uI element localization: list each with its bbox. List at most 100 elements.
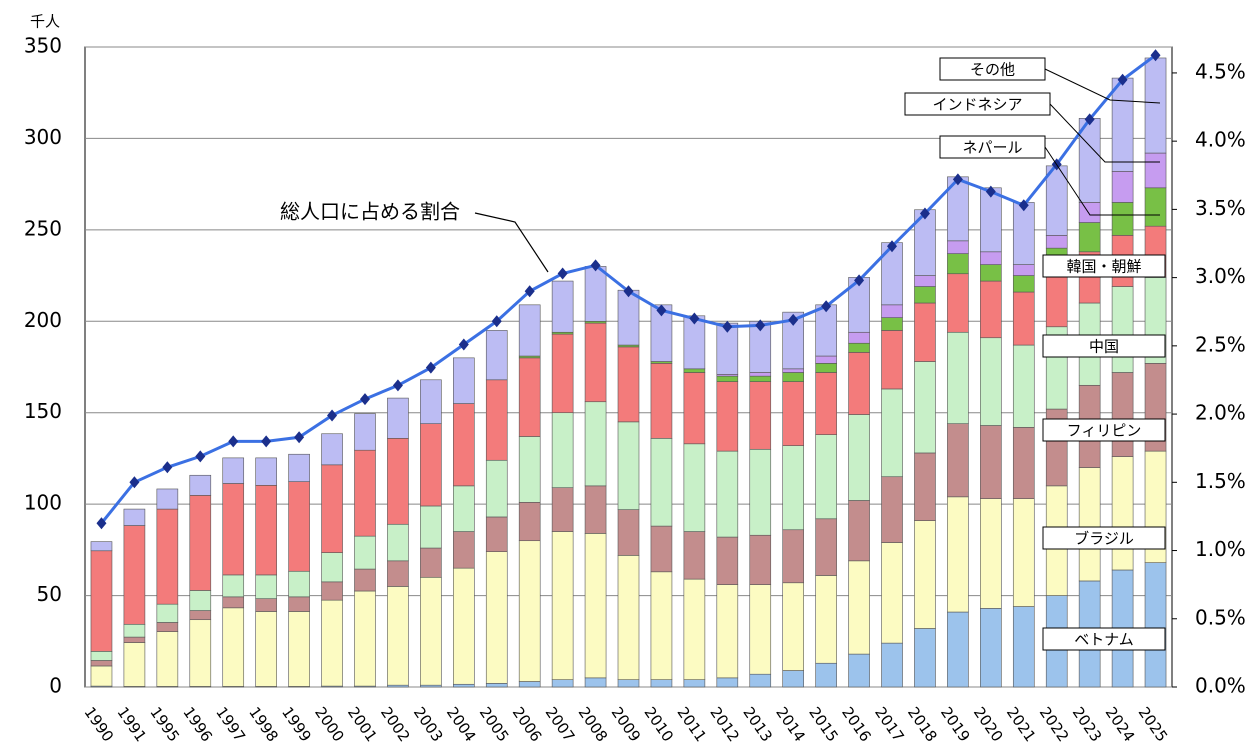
x-tick-label: 2008 [575, 704, 612, 744]
line-marker [162, 461, 173, 474]
x-tick-label: 1999 [278, 704, 315, 744]
bar-segment [189, 495, 212, 591]
bar-segment [90, 660, 113, 667]
bar-segment [518, 357, 541, 437]
bar-segment [189, 610, 212, 621]
bar-segment [914, 275, 936, 287]
bar-segment [848, 414, 870, 501]
bar-segment [156, 488, 179, 510]
bar-segment [288, 453, 310, 482]
legend-label: ベトナム [1074, 631, 1134, 649]
legend-box [1042, 418, 1166, 442]
bar-segment [914, 302, 936, 362]
bar-segment [189, 590, 212, 611]
bar-segment [947, 253, 969, 275]
bar-segment [1012, 606, 1035, 688]
x-tick-label: 2013 [739, 704, 776, 744]
bar-segment [1144, 57, 1167, 154]
bar-segment [387, 586, 409, 686]
bar-segment [1111, 171, 1134, 203]
line-marker [261, 435, 272, 448]
bar-segment [716, 584, 739, 679]
bar-segment [815, 363, 837, 373]
line-marker [359, 393, 370, 406]
bar-segment [980, 608, 1002, 688]
bar-segment [815, 662, 837, 688]
legend-label: インドネシア [932, 96, 1022, 114]
bar-segment [420, 547, 442, 578]
bar-segment [1012, 344, 1035, 428]
y2-tick-label: 1.5% [1195, 469, 1246, 493]
bar-segment [354, 568, 376, 592]
bar-segment [683, 679, 706, 688]
bar-segment [387, 438, 409, 525]
bar-segment [123, 623, 146, 638]
line-marker [1117, 73, 1128, 86]
x-tick-label: 2025 [1135, 704, 1172, 744]
x-tick-label: 2020 [970, 704, 1007, 744]
bar-segment [255, 457, 277, 486]
line-marker [294, 431, 305, 444]
bar-segment [1111, 202, 1134, 236]
line-marker [96, 517, 107, 530]
bar-segment [815, 518, 837, 576]
y2-tick-label: 3.0% [1195, 264, 1246, 288]
bar-segment [156, 622, 179, 632]
bar-segment [815, 355, 837, 364]
x-tick-label: 2014 [772, 704, 809, 744]
x-tick-label: 2007 [542, 704, 579, 744]
bar-segment [881, 330, 903, 390]
line-marker [1018, 199, 1029, 212]
bar-segment [848, 352, 870, 415]
bar-segment [947, 423, 969, 498]
bar-segment [1012, 275, 1035, 293]
line-marker [919, 207, 930, 220]
bar-segment [321, 464, 343, 553]
line-marker [722, 320, 733, 333]
annotation: 総人口に占める割合 [280, 200, 460, 224]
bar-segment [914, 361, 936, 454]
x-tick-label: 2005 [476, 704, 513, 744]
bar-segment [716, 536, 739, 585]
bar-segment [485, 683, 508, 688]
bar-segment [387, 560, 409, 587]
y-tick-label: 250 [24, 216, 62, 240]
bar-segment [617, 555, 640, 680]
y2-tick-label: 2.5% [1195, 332, 1246, 356]
bar-segment [815, 372, 837, 435]
bar-segment [222, 607, 245, 687]
bar-segment [1144, 187, 1167, 227]
bar-segment [420, 379, 442, 424]
bar-segment [288, 596, 310, 612]
bar-segment [617, 421, 640, 510]
bar-segment [90, 550, 113, 652]
line-marker [590, 259, 601, 272]
bar-segment [1012, 498, 1035, 607]
y-tick-label: 350 [24, 34, 62, 58]
bar-segment [551, 531, 574, 680]
line-marker [524, 285, 535, 298]
bar-segment [749, 375, 772, 382]
bar-segment [782, 670, 804, 688]
bar-segment [749, 372, 772, 377]
legend-box [1042, 334, 1166, 358]
bar-segment [453, 531, 475, 569]
bar-segment [1012, 264, 1035, 276]
bar-segment [914, 628, 936, 688]
bar-segment [1078, 467, 1101, 582]
bar-segment [584, 677, 607, 688]
bar-segment [947, 611, 969, 688]
x-tick-label: 2006 [509, 704, 546, 744]
bar-segment [683, 372, 706, 445]
bar-segment [980, 251, 1002, 265]
line-marker [327, 409, 338, 422]
bar-segment [617, 679, 640, 688]
bar-segment [189, 619, 212, 687]
bar-segment [222, 596, 245, 609]
bar-segment [1078, 222, 1101, 253]
bar-segment [453, 485, 475, 532]
bar-segment [980, 425, 1002, 499]
bar-segment [123, 642, 146, 687]
bar-segment [848, 342, 870, 353]
bar-segment [947, 273, 969, 333]
